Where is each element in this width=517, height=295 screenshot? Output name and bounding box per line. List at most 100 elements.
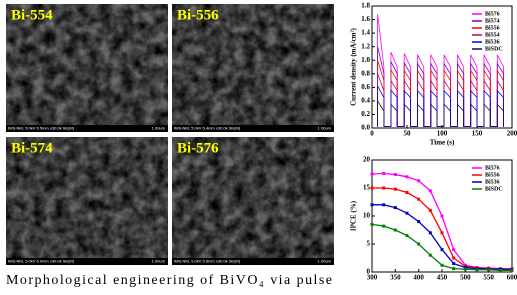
legend-label: BiSDC: [485, 186, 503, 192]
y-tick-label: 1.2: [361, 42, 370, 50]
point: [417, 198, 420, 201]
caption: Morphological engineering of BiVO₄ via p…: [6, 273, 332, 288]
y-tick-label: 0.6: [361, 83, 370, 91]
x-tick-label: 600: [507, 274, 517, 282]
point: [429, 209, 432, 212]
point: [452, 248, 455, 251]
x-tick-label: 450: [437, 274, 448, 282]
y-tick-label: 5: [367, 240, 371, 248]
sem-info: IMS-NKL 5.0kV 5.6mm x30.0k SE(M): [174, 259, 241, 264]
sem-label: Bi-556: [177, 7, 219, 23]
point: [429, 189, 432, 192]
charts: 0.0 0.2 0.4 0.6 0.8 1.0 1.2 1.4 1.6 1.8 0 50 100 150 2…: [350, 2, 517, 282]
point: [394, 173, 397, 176]
point: [382, 172, 385, 175]
point: [371, 223, 374, 226]
point: [406, 234, 409, 237]
x-axis-label: Time (s): [430, 139, 455, 147]
point: [429, 254, 432, 257]
point: [441, 231, 444, 234]
point: [417, 179, 420, 182]
y-axis-label: IPCE (%): [350, 200, 358, 231]
legend-label: Bi576: [485, 165, 500, 171]
point: [441, 264, 444, 267]
point: [487, 268, 490, 271]
point: [452, 262, 455, 265]
y-tick-label: 0.8: [361, 69, 370, 77]
point: [452, 257, 455, 260]
chart: 0.0 0.2 0.4 0.6 0.8 1.0 1.2 1.4 1.6 1.8 0 50 100 150 2…: [350, 2, 517, 147]
legend-label: Bi536: [485, 39, 500, 45]
sem-image: IMS-NKL 5.0kV 6.4mm x30.0k SE(M) 1.00um Bi…: [172, 4, 334, 132]
legend-label: Bi554: [485, 32, 500, 38]
y-axis-label: Current density (mA/cm²): [350, 27, 358, 105]
point: [406, 212, 409, 215]
y-tick-label: 1.0: [361, 56, 370, 64]
point: [371, 173, 374, 176]
series-line: [378, 86, 504, 127]
x-tick-label: 400: [413, 274, 424, 282]
point: [452, 267, 455, 270]
point: [394, 188, 397, 191]
y-tick-label: 1.4: [361, 29, 370, 37]
sem-image: IMS-NKL 5.0kV 6.0mm x30.0k SE(M) 1.00um Bi…: [6, 137, 168, 265]
legend-label: Bi556: [485, 172, 500, 178]
series-line: [378, 101, 504, 127]
series-line: [378, 74, 504, 127]
series-line: [378, 60, 504, 126]
x-tick-label: 200: [507, 130, 517, 138]
point: [394, 229, 397, 232]
point: [371, 187, 374, 190]
point: [417, 220, 420, 223]
point: [499, 269, 502, 272]
point: [394, 206, 397, 209]
point: [406, 175, 409, 178]
point: [441, 215, 444, 218]
legend-label: Bi576: [485, 11, 500, 17]
y-tick-label: 1.8: [361, 2, 370, 10]
point: [417, 243, 420, 246]
point: [511, 269, 514, 272]
point: [429, 231, 432, 234]
legend-label: BiSDC: [485, 46, 503, 52]
sem-info: IMS-NKL 5.0kV 6.5mm x30.0k SE(M): [8, 126, 75, 131]
x-tick-label: 150: [472, 130, 483, 138]
sem-scale: 1.00um: [318, 259, 332, 264]
sem-image: IMS-NKL 5.0kV 5.6mm x30.0k SE(M) 1.00um Bi…: [172, 137, 334, 265]
y-tick-label: 15: [363, 184, 371, 192]
x-tick-label: 50: [404, 130, 412, 138]
sem-image: IMS-NKL 5.0kV 6.5mm x30.0k SE(M) 1.00um Bi…: [6, 4, 168, 132]
y-tick-label: 0.2: [361, 110, 370, 118]
sem-scale: 1.00um: [152, 259, 166, 264]
sem-scale: 1.00um: [318, 126, 332, 131]
x-tick-label: 100: [437, 130, 448, 138]
x-tick-label: 500: [460, 274, 471, 282]
point: [371, 203, 374, 206]
y-tick-label: 0.0: [361, 124, 370, 132]
point: [406, 191, 409, 194]
sem-info: IMS-NKL 5.0kV 6.4mm x30.0k SE(M): [174, 126, 241, 131]
sem-label: Bi-576: [177, 140, 219, 156]
y-tick-label: 10: [363, 212, 371, 220]
sem-panels: IMS-NKL 5.0kV 6.5mm x30.0k SE(M) 1.00um Bi…: [6, 4, 334, 265]
legend-label: Bi556: [485, 25, 500, 31]
sem-scale: 1.00um: [152, 126, 166, 131]
legend-label: Bi574: [485, 18, 500, 24]
y-tick-label: 1.6: [361, 15, 370, 23]
series-line: [372, 224, 512, 270]
sem-label: Bi-554: [11, 7, 53, 23]
series-line: [378, 47, 504, 127]
x-tick-label: 0: [370, 130, 374, 138]
y-tick-label: 0.4: [361, 96, 370, 104]
point: [464, 268, 467, 271]
sem-info: IMS-NKL 5.0kV 6.0mm x30.0k SE(M): [8, 259, 75, 264]
sem-label: Bi-574: [11, 140, 53, 156]
y-tick-label: 20: [363, 156, 371, 164]
point: [441, 248, 444, 251]
point: [382, 225, 385, 228]
legend-label: Bi536: [485, 179, 500, 185]
figure: IMS-NKL 5.0kV 6.5mm x30.0k SE(M) 1.00um Bi…: [0, 0, 517, 290]
page: IMS-NKL 5.0kV 6.5mm x30.0k SE(M) 1.00um Bi…: [0, 0, 517, 290]
x-tick-label: 550: [483, 274, 494, 282]
